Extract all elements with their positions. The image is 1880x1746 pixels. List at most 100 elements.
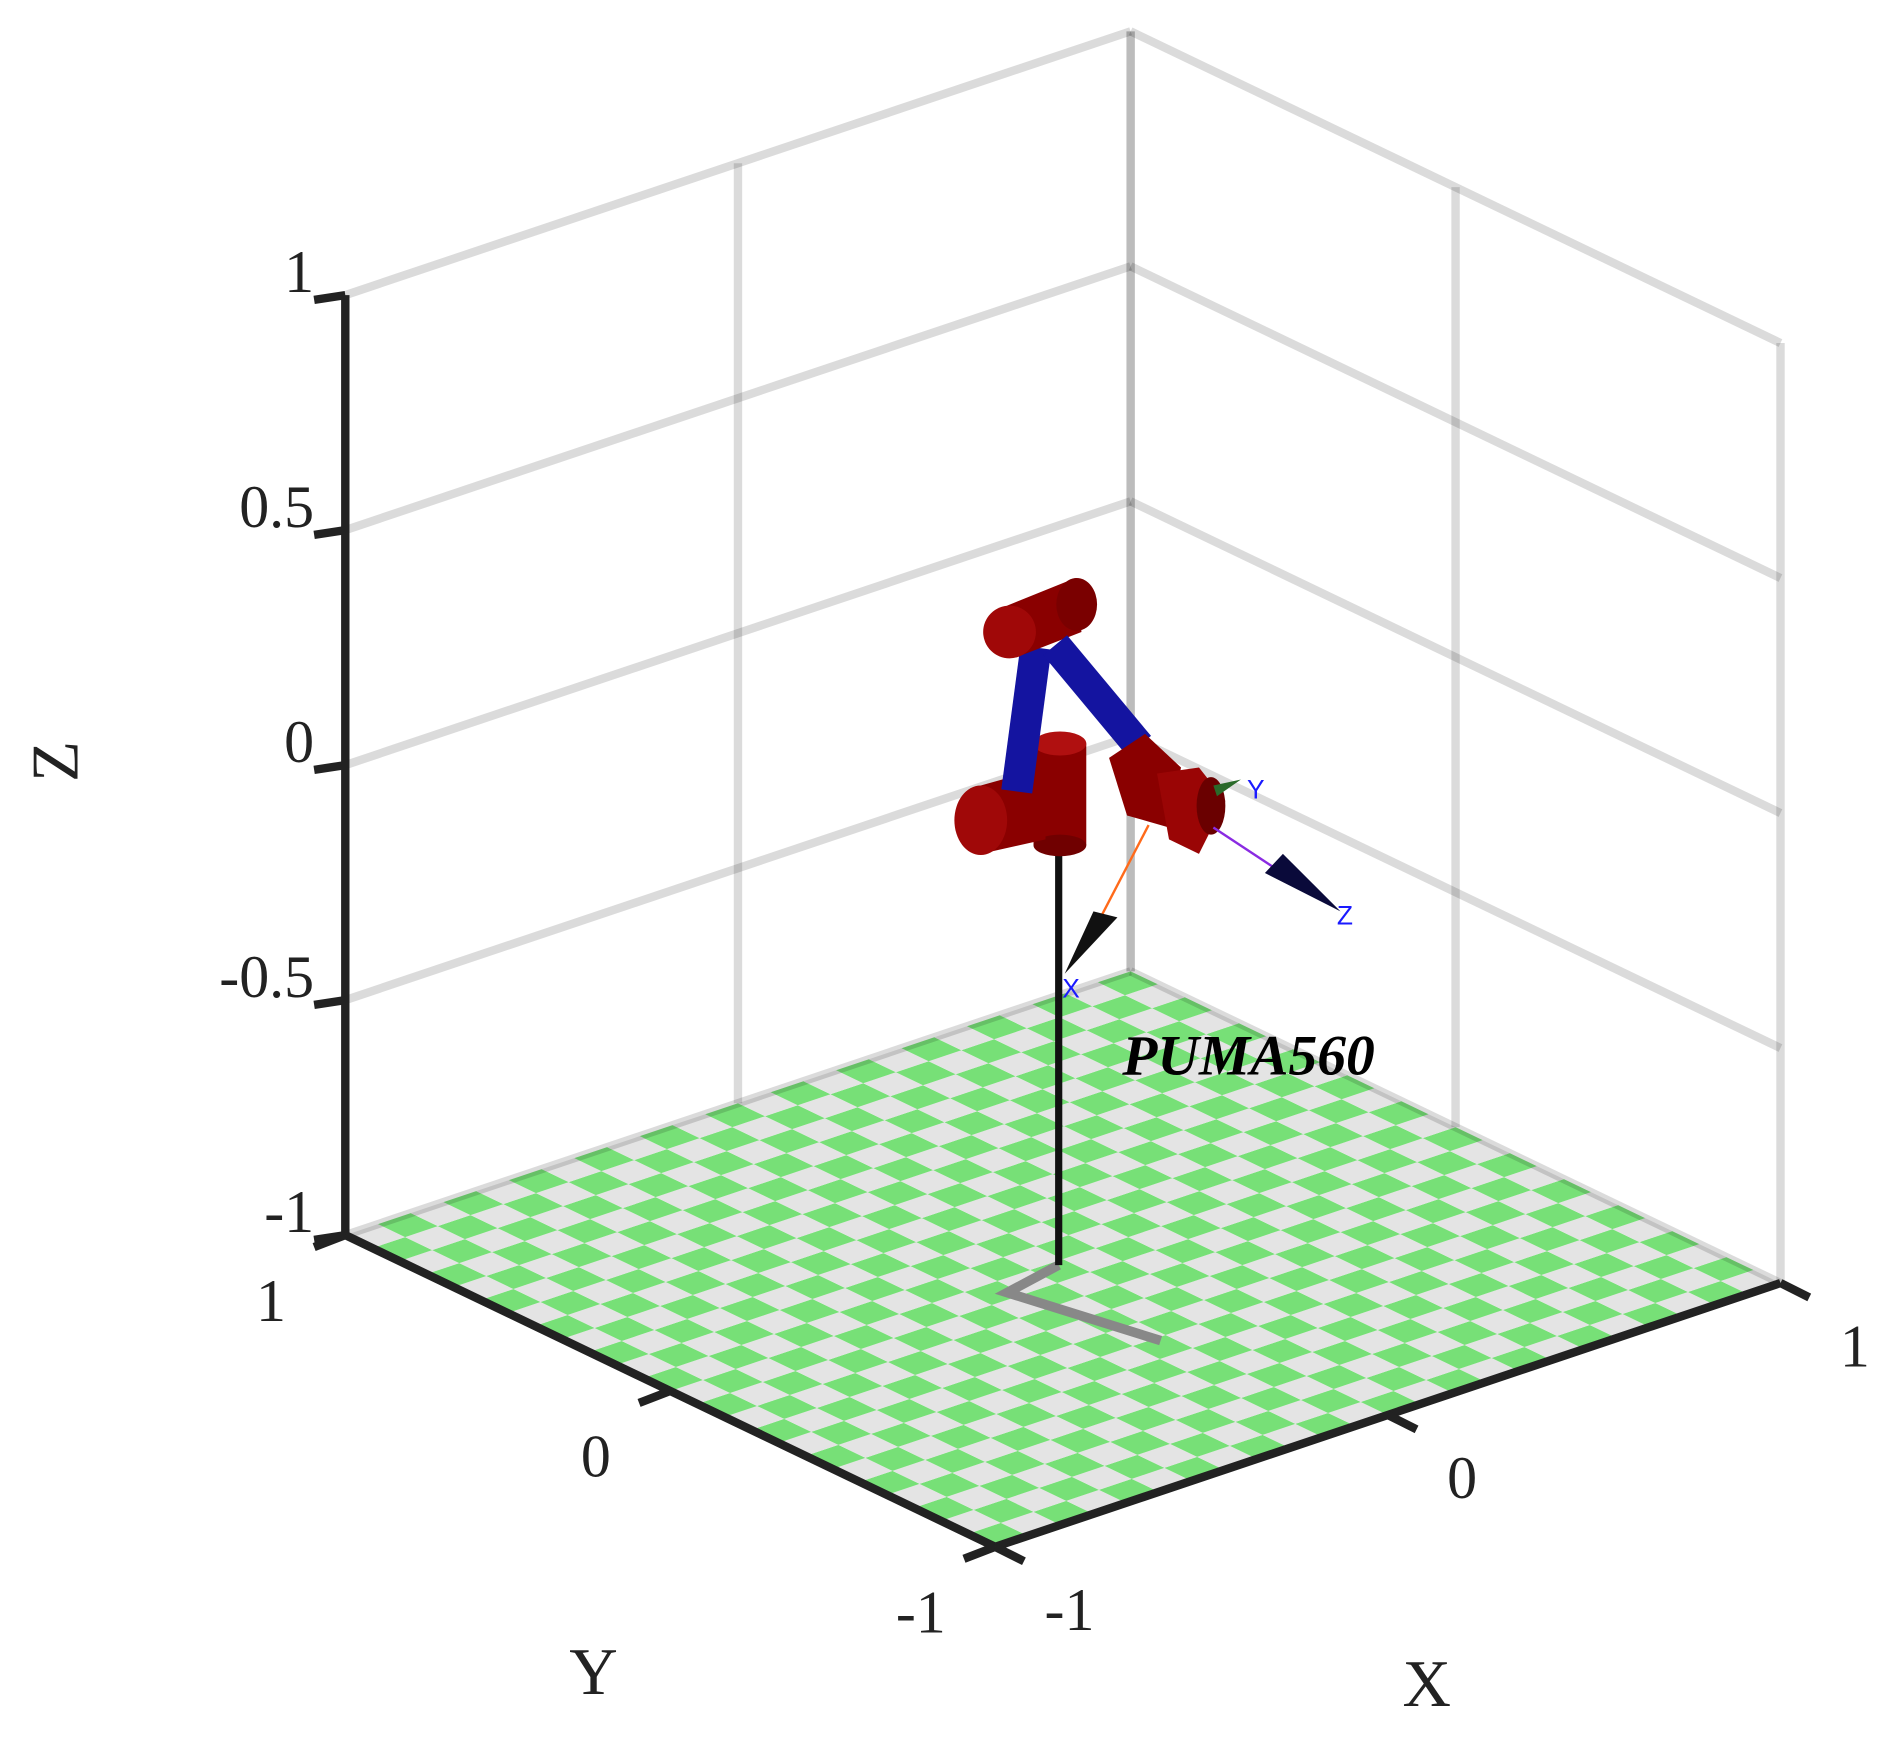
floor-tile xyxy=(1188,1228,1248,1253)
floor-tile xyxy=(530,1206,591,1231)
floor-tile xyxy=(546,1267,606,1292)
x-tick xyxy=(1385,1411,1419,1434)
floor-tile xyxy=(822,1372,883,1397)
floor-tile xyxy=(1541,1264,1602,1289)
floor-tile xyxy=(1216,1108,1277,1133)
floor-tile xyxy=(638,1258,699,1283)
floor-tile xyxy=(704,1236,764,1261)
floor-tile xyxy=(557,1219,618,1244)
floor-tile xyxy=(1281,1086,1342,1111)
x-tick-label: -1 xyxy=(1045,1577,1095,1643)
floor-tile xyxy=(836,1059,896,1084)
floor-tile xyxy=(849,1385,910,1410)
floor-tile xyxy=(1149,1263,1210,1288)
floor-tile xyxy=(1007,1354,1068,1379)
floor-tile xyxy=(1171,1300,1232,1325)
x-tick xyxy=(993,1543,1026,1565)
floor-tile xyxy=(1150,1130,1211,1155)
floor-tile xyxy=(1124,984,1185,1009)
floor-tile xyxy=(1269,1267,1330,1292)
floor-tile xyxy=(1373,1210,1433,1235)
floor-tile xyxy=(779,1299,840,1324)
floor-tile xyxy=(987,1185,1048,1210)
floor-tile xyxy=(605,1269,666,1294)
floor-tile xyxy=(930,1424,991,1449)
floor-tile xyxy=(801,1336,861,1360)
floor-tile xyxy=(1161,1215,1221,1240)
floor-tile xyxy=(1232,1169,1292,1194)
floor-tile xyxy=(1122,1250,1183,1275)
floor-tile xyxy=(1226,1193,1287,1218)
floor-tile xyxy=(1175,1408,1236,1433)
floor-tile xyxy=(807,1179,868,1204)
floor-tile xyxy=(803,1070,864,1095)
robot-link xyxy=(983,605,1036,659)
floor-tile xyxy=(1312,1341,1373,1365)
floor-tile xyxy=(1531,1179,1591,1204)
floor-tile xyxy=(1693,1257,1754,1282)
floor-tile xyxy=(1086,1019,1147,1044)
floor-tile xyxy=(1388,1271,1449,1296)
floor-tile xyxy=(1146,1021,1207,1046)
floor-tile xyxy=(981,1209,1042,1234)
floor-tile xyxy=(1215,1241,1276,1266)
floor-tile xyxy=(1128,1226,1189,1251)
floor-tile xyxy=(648,1343,709,1367)
grid-line xyxy=(1128,732,1783,1052)
floor-tile xyxy=(1183,1119,1244,1144)
floor-tile xyxy=(1487,1238,1547,1263)
floor-tile xyxy=(1247,1230,1308,1255)
floor-tile xyxy=(661,1162,722,1187)
floor-tile xyxy=(819,1131,880,1156)
floor-tile xyxy=(1384,1162,1445,1187)
floor-tile xyxy=(833,1325,894,1349)
floor-tile xyxy=(789,1383,850,1408)
floor-tile xyxy=(1356,1282,1417,1307)
floor-tile xyxy=(1405,1199,1466,1224)
floor-tile xyxy=(974,1365,1035,1390)
floor-tile xyxy=(1504,1166,1564,1191)
floor-tile xyxy=(1080,1043,1141,1068)
floor-tile xyxy=(1340,1221,1401,1246)
floor-tile xyxy=(1444,1164,1505,1189)
floor-tile xyxy=(497,1217,558,1242)
floor-tile xyxy=(1300,1388,1361,1413)
floor-tile xyxy=(666,1138,727,1163)
floor-tile xyxy=(1095,1237,1156,1262)
floor-tile xyxy=(920,1340,981,1364)
floor-tile xyxy=(1233,1036,1294,1061)
floor-tile xyxy=(903,1411,964,1436)
floor-tile xyxy=(1117,1274,1177,1299)
floor-tile xyxy=(894,1194,955,1219)
floor-tile xyxy=(1260,1049,1321,1074)
floor-tile xyxy=(574,1147,635,1172)
floor-tile xyxy=(486,1265,547,1290)
floor xyxy=(345,971,1781,1547)
floor-tile xyxy=(979,1474,1040,1499)
floor-tile xyxy=(759,1129,820,1154)
floor-tile xyxy=(860,1338,921,1362)
floor-tile xyxy=(1137,1443,1198,1468)
floor-tile xyxy=(1378,1186,1439,1211)
y-axis-label: Y xyxy=(569,1634,617,1709)
floor-tile xyxy=(876,1398,937,1423)
floor-tile xyxy=(1242,1254,1303,1279)
floor-tile xyxy=(1383,1295,1444,1320)
floor-tile xyxy=(1285,1328,1345,1352)
floor-tile xyxy=(1324,1160,1385,1185)
floor-tile xyxy=(1214,1373,1274,1398)
floor-tile xyxy=(524,1230,585,1255)
floor-tile xyxy=(1154,1371,1215,1396)
z-tick xyxy=(313,995,346,1010)
x-axis-label: X xyxy=(1403,1646,1451,1721)
floor-tile xyxy=(770,1081,831,1106)
floor-tile xyxy=(1123,1117,1184,1142)
floor-tile xyxy=(1083,1417,1143,1442)
floor-tile xyxy=(985,1450,1045,1475)
floor-tile xyxy=(1135,1069,1195,1094)
floor-tile xyxy=(617,1221,678,1246)
floor-tile xyxy=(1529,1312,1590,1337)
floor-tile xyxy=(1601,1266,1661,1291)
floor-tile xyxy=(954,1196,1015,1221)
floor-tile xyxy=(655,1186,716,1211)
